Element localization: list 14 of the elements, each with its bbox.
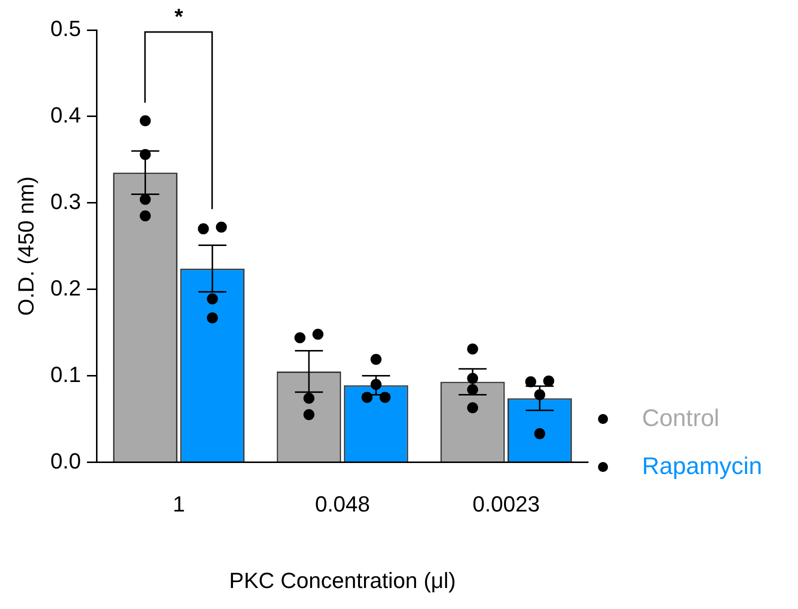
x-tick-label: 1: [172, 491, 185, 516]
y-tick-label: 0.2: [50, 275, 81, 300]
x-tick-label: 0.048: [314, 491, 370, 516]
y-tick-label: 0.0: [50, 448, 81, 474]
y-tick-label: 0.4: [50, 102, 81, 128]
text: *: [174, 4, 184, 30]
y-tick-label: 0.1: [50, 362, 81, 387]
y-tick-label: 0.5: [50, 16, 81, 42]
x-tick-label: 0.0023: [472, 491, 540, 516]
y-axis-title: O.D. (450 nm): [13, 176, 38, 316]
x-axis-title: PKC Concentration (μl): [229, 568, 456, 593]
text: Control: [642, 405, 720, 433]
text: Rapamycin: [642, 453, 762, 481]
y-tick-label: 0.3: [50, 188, 81, 214]
